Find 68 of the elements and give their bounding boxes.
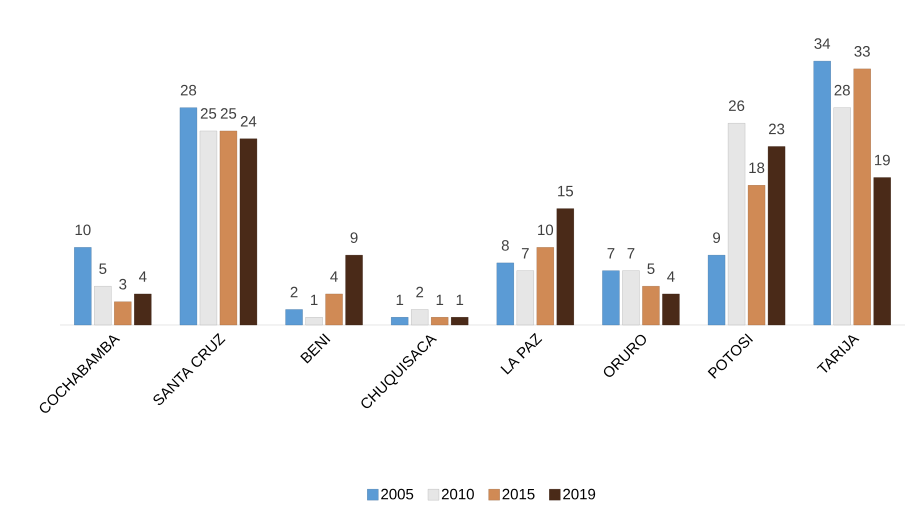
- bar: [94, 286, 112, 326]
- data-label: 18: [749, 162, 764, 174]
- bar: [622, 270, 640, 326]
- data-label: 28: [180, 84, 196, 96]
- bar: [451, 317, 468, 326]
- data-label: 34: [814, 38, 830, 49]
- data-label: 9: [713, 232, 720, 243]
- bar: [516, 270, 534, 326]
- data-label: 25: [220, 108, 236, 119]
- data-label: 15: [558, 186, 574, 196]
- data-label: 7: [628, 248, 634, 258]
- legend-label: 2005: [381, 488, 414, 500]
- bar: [220, 130, 238, 326]
- data-label: 25: [200, 108, 216, 119]
- bar: [496, 262, 514, 326]
- bar: [814, 60, 831, 326]
- data-label: 4: [667, 271, 675, 282]
- bar: [345, 254, 363, 326]
- data-label: 10: [538, 224, 554, 236]
- data-label: 1: [456, 294, 464, 306]
- bar: [834, 108, 851, 326]
- bar: [285, 309, 303, 326]
- bar: [200, 130, 218, 326]
- bar: [325, 294, 343, 326]
- bar: [240, 138, 258, 326]
- data-label: 1: [311, 294, 318, 306]
- data-label: 9: [350, 232, 358, 243]
- data-label: 5: [647, 264, 654, 274]
- bar: [874, 177, 891, 326]
- data-label: 7: [608, 248, 614, 258]
- data-label: 23: [768, 124, 784, 134]
- bar: [854, 68, 871, 326]
- bar: [411, 309, 428, 326]
- bar: [391, 317, 408, 326]
- data-label: 3: [119, 278, 126, 290]
- bar: [431, 317, 448, 326]
- data-label: 5: [99, 264, 106, 274]
- data-label: 4: [330, 271, 338, 282]
- data-label: 4: [138, 271, 147, 282]
- data-label: 2: [290, 286, 298, 298]
- data-label: 10: [76, 224, 91, 236]
- data-label: 33: [854, 46, 870, 57]
- bar: [114, 302, 132, 326]
- bar: [642, 286, 660, 326]
- bar: [74, 247, 92, 326]
- bar: [602, 270, 620, 326]
- data-label: 1: [436, 294, 444, 306]
- bar: [662, 294, 680, 326]
- data-label: 7: [522, 248, 529, 258]
- bar: [728, 123, 746, 326]
- data-label: 24: [240, 116, 256, 127]
- bar: [134, 294, 152, 326]
- bar: [180, 108, 198, 326]
- legend-label: 2015: [502, 488, 535, 500]
- data-label: 8: [502, 240, 509, 251]
- bar: [556, 208, 574, 326]
- legend-label: 2010: [442, 488, 474, 500]
- legend-label: 2019: [563, 488, 596, 500]
- data-label: 1: [396, 294, 404, 306]
- bar: [536, 247, 554, 326]
- data-label: 28: [834, 84, 850, 96]
- bar: [708, 254, 726, 326]
- bar: [305, 317, 323, 326]
- bar: [748, 185, 766, 326]
- data-label: 2: [416, 286, 424, 298]
- data-label: 26: [728, 100, 744, 111]
- data-label: 19: [874, 154, 890, 166]
- bar: [768, 146, 786, 326]
